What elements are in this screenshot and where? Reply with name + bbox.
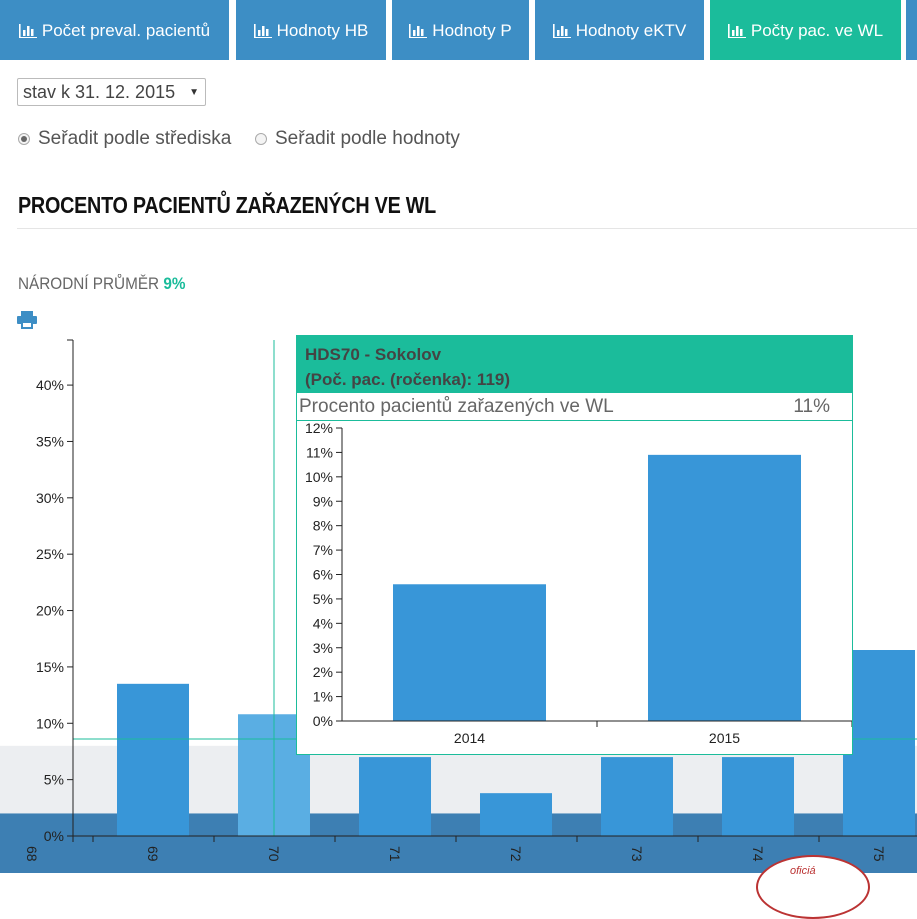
bar-chart-icon bbox=[552, 24, 571, 38]
bar-72 bbox=[480, 793, 552, 836]
x-tick-label: 73 bbox=[629, 846, 645, 862]
tab-bar: Počet preval. pacientů Hodnoty HB Hodnot… bbox=[0, 0, 917, 60]
tab-prevalent-patients[interactable]: Počet preval. pacientů bbox=[0, 0, 229, 60]
y-tick-label: 2% bbox=[313, 664, 333, 680]
sort-by-center-option[interactable]: Seřadit podle střediska bbox=[18, 128, 231, 150]
tab-label: Hodnoty P bbox=[432, 21, 512, 40]
tab-more[interactable] bbox=[906, 0, 917, 60]
tab-wl-counts[interactable]: Počty pac. ve WL bbox=[710, 0, 901, 60]
bar-chart-icon bbox=[18, 24, 37, 38]
y-tick-label: 11% bbox=[306, 444, 333, 460]
bar-71 bbox=[359, 757, 431, 836]
x-tick-label: 2014 bbox=[454, 730, 485, 746]
bar-chart-icon bbox=[727, 24, 746, 38]
y-tick-label: 0% bbox=[313, 713, 333, 729]
y-tick-label: 12% bbox=[305, 422, 333, 436]
y-tick-label: 7% bbox=[313, 542, 333, 558]
y-tick-label: 20% bbox=[36, 603, 64, 619]
bar-75 bbox=[843, 650, 915, 836]
dropdown-arrow-icon: ▼ bbox=[189, 87, 199, 98]
y-tick-label: 35% bbox=[36, 433, 64, 449]
x-tick-label: 2015 bbox=[709, 730, 740, 746]
bar-69 bbox=[117, 683, 189, 836]
tab-ektv-values[interactable]: Hodnoty eKTV bbox=[535, 0, 704, 60]
tooltip-metric-row: Procento pacientů zařazených ve WL 11% bbox=[297, 393, 852, 421]
tooltip-panel: HDS70 - Sokolov (Poč. pac. (ročenka): 11… bbox=[296, 335, 853, 755]
y-tick-label: 5% bbox=[44, 772, 64, 788]
y-tick-label: 4% bbox=[313, 615, 333, 631]
sort-by-value-label: Seřadit podle hodnoty bbox=[275, 128, 460, 149]
divider bbox=[17, 228, 917, 229]
sort-by-value-option[interactable]: Seřadit podle hodnoty bbox=[255, 128, 460, 150]
y-tick-label: 9% bbox=[313, 493, 333, 509]
radio-unselected-icon[interactable] bbox=[255, 133, 267, 145]
y-tick-label: 25% bbox=[36, 546, 64, 562]
x-tick-label: 74 bbox=[750, 846, 766, 862]
date-select[interactable]: stav k 31. 12. 2015 ▼ bbox=[17, 78, 206, 106]
x-tick-label: 75 bbox=[871, 846, 887, 862]
bar-chart-icon bbox=[253, 24, 272, 38]
x-tick-label: 71 bbox=[387, 846, 403, 862]
tab-label: Hodnoty HB bbox=[276, 21, 369, 40]
x-tick-label: 70 bbox=[266, 846, 282, 862]
y-tick-label: 30% bbox=[36, 490, 64, 506]
tooltip-metric-label: Procento pacientů zařazených ve WL bbox=[299, 396, 614, 417]
radio-selected-icon[interactable] bbox=[18, 133, 30, 145]
y-tick-label: 10% bbox=[36, 715, 64, 731]
y-tick-label: 8% bbox=[313, 518, 333, 534]
sort-by-center-label: Seřadit podle střediska bbox=[38, 128, 232, 149]
x-tick-label: 69 bbox=[145, 846, 161, 862]
bar-chart-icon bbox=[409, 24, 428, 38]
y-tick-label: 10% bbox=[305, 469, 333, 485]
national-average-value: 9% bbox=[163, 274, 186, 293]
bar-2015 bbox=[648, 454, 801, 721]
y-tick-label: 3% bbox=[313, 640, 333, 656]
page-title: PROCENTO PACIENTŮ ZAŘAZENÝCH VE WL bbox=[18, 192, 436, 218]
tab-label: Hodnoty eKTV bbox=[575, 21, 687, 40]
badge-text: oficiá bbox=[790, 865, 816, 877]
bar-74 bbox=[722, 757, 794, 836]
tooltip-metric-value: 11% bbox=[793, 396, 830, 417]
bar-2014 bbox=[393, 584, 546, 721]
x-tick-label: 72 bbox=[508, 846, 524, 862]
date-select-value: stav k 31. 12. 2015 bbox=[23, 82, 176, 102]
tooltip-header: HDS70 - Sokolov (Poč. pac. (ročenka): 11… bbox=[297, 336, 852, 393]
y-tick-label: 0% bbox=[44, 828, 64, 844]
tab-label: Počet preval. pacientů bbox=[41, 21, 211, 40]
y-tick-label: 15% bbox=[36, 659, 64, 675]
tooltip-subtitle: (Poč. pac. (ročenka): 119) bbox=[305, 370, 511, 389]
national-average-label: NÁRODNÍ PRŮMĚR bbox=[18, 274, 160, 293]
y-tick-label: 6% bbox=[313, 567, 333, 583]
tooltip-bar-chart: 2014 2015 0% 1% 2% 3% 4% 5% 6% 7% 8% 9% 10% 11% 12% bbox=[305, 422, 852, 746]
bar-73 bbox=[601, 757, 673, 836]
national-average: NÁRODNÍ PRŮMĚR 9% bbox=[18, 274, 185, 294]
tab-p-values[interactable]: Hodnoty P bbox=[392, 0, 529, 60]
tab-label: Počty pac. ve WL bbox=[750, 21, 884, 40]
certification-badge: oficiá bbox=[756, 855, 870, 919]
y-tick-label: 40% bbox=[36, 377, 64, 393]
x-tick-label: 68 bbox=[24, 846, 40, 862]
y-tick-label: 1% bbox=[313, 689, 333, 705]
y-tick-label: 5% bbox=[313, 591, 333, 607]
print-icon[interactable] bbox=[17, 311, 37, 334]
tab-hb-values[interactable]: Hodnoty HB bbox=[236, 0, 386, 60]
tooltip-title: HDS70 - Sokolov bbox=[305, 345, 442, 364]
